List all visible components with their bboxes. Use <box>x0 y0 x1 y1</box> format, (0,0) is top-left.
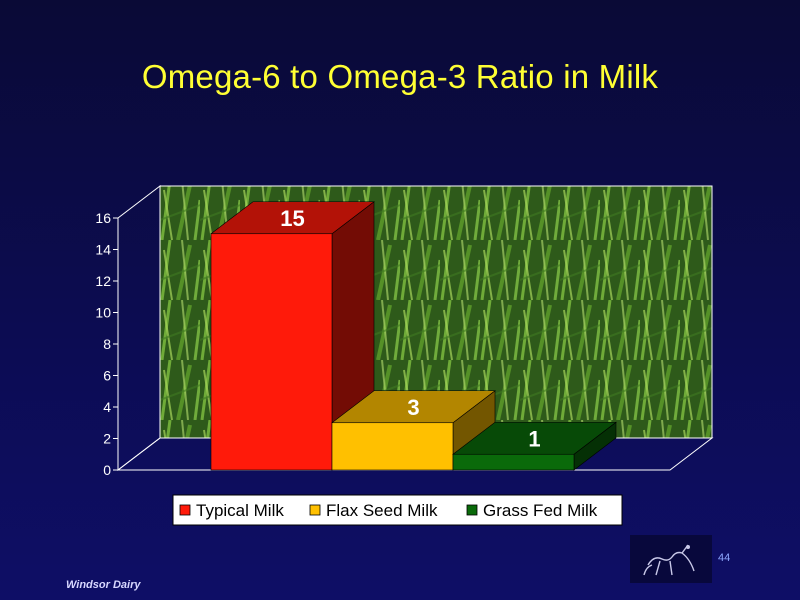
data-label: 15 <box>280 206 304 231</box>
legend-label: Flax Seed Milk <box>326 501 438 520</box>
data-label: 3 <box>407 395 419 420</box>
bar-front <box>452 453 575 471</box>
bar-grass-fed-milk <box>452 421 617 471</box>
legend-swatch <box>179 504 191 516</box>
y-tick-label: 4 <box>103 399 111 415</box>
y-tick-label: 6 <box>103 368 111 384</box>
legend-swatch <box>466 504 478 516</box>
y-tick-label: 12 <box>95 273 111 289</box>
legend-box <box>172 494 623 526</box>
y-tick-label: 16 <box>95 210 111 226</box>
footer-brand: Windsor Dairy <box>66 579 141 591</box>
data-label: 1 <box>528 426 540 451</box>
y-tick-label: 2 <box>103 431 111 447</box>
legend-swatch <box>309 504 321 516</box>
plot-side-wall <box>117 184 161 472</box>
legend: Typical Milk Flax Seed Milk Grass Fed Milk <box>172 494 623 526</box>
horse-rider-logo-icon <box>630 535 712 583</box>
bar-front <box>210 233 333 471</box>
legend-label: Typical Milk <box>196 501 284 520</box>
y-tick-label: 8 <box>103 336 111 352</box>
bar-front <box>331 422 454 471</box>
slide-title: Omega-6 to Omega-3 Ratio in Milk <box>141 58 659 95</box>
y-tick-label: 14 <box>95 242 111 258</box>
legend-label: Grass Fed Milk <box>483 501 598 520</box>
page-number: 44 <box>718 552 731 564</box>
bar-typical-milk <box>210 201 375 471</box>
y-tick-label: 10 <box>95 305 111 321</box>
y-tick-label: 0 <box>103 462 111 478</box>
